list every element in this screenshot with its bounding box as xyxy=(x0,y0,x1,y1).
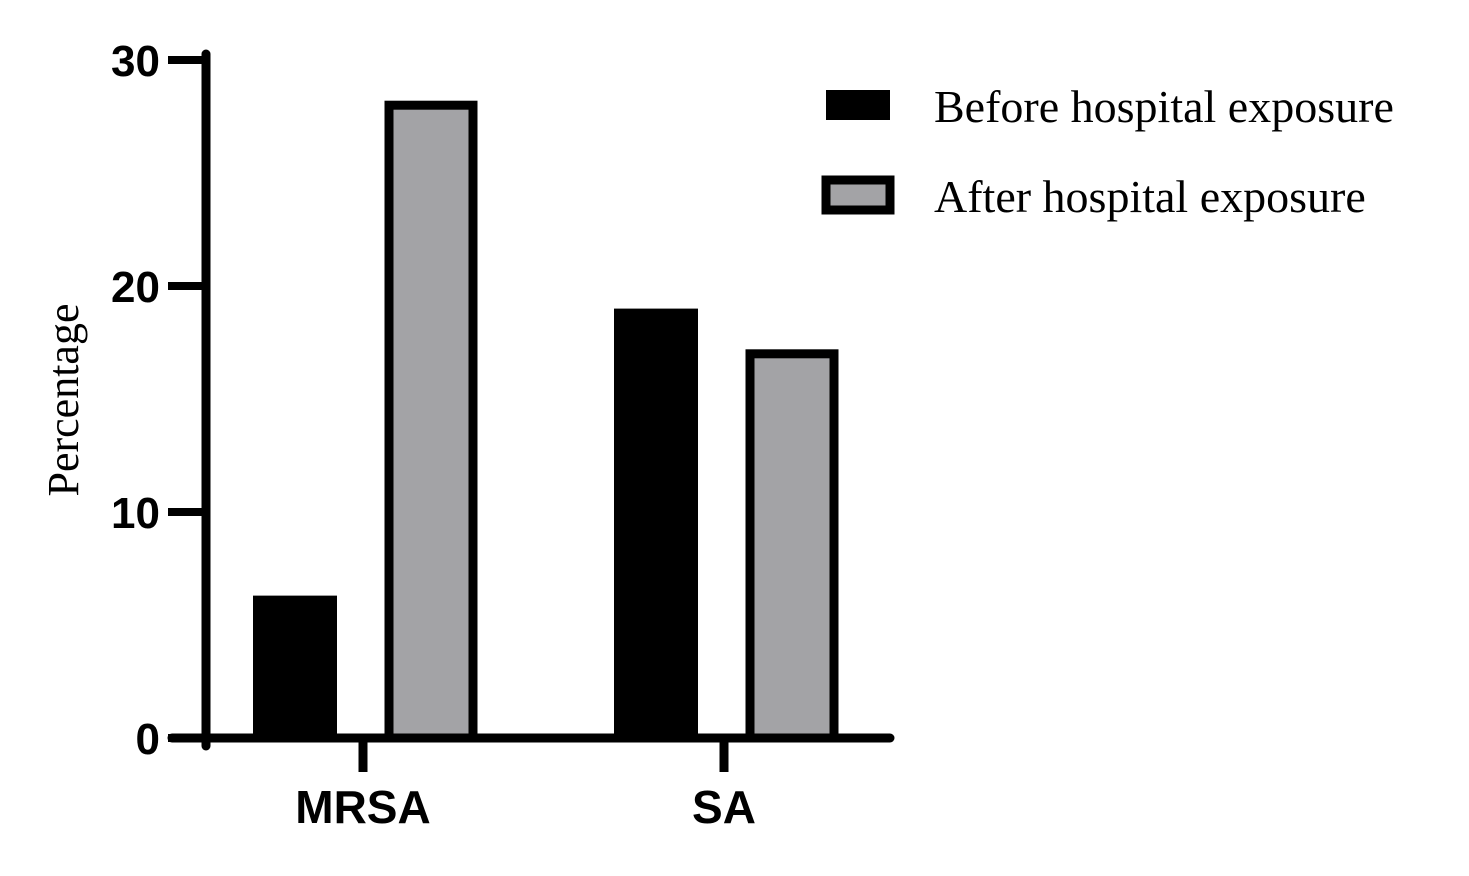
y-tick-label: 20 xyxy=(111,263,160,312)
x-tick-label: MRSA xyxy=(295,781,430,833)
bar-mrsa-after xyxy=(384,100,478,743)
legend-swatch-before xyxy=(826,90,890,120)
axes xyxy=(167,49,895,751)
y-tick-label: 10 xyxy=(111,489,160,538)
legend-label-before: Before hospital exposure xyxy=(934,81,1394,132)
bar-mrsa-before xyxy=(253,595,337,738)
bar-sa-after xyxy=(745,349,839,743)
y-tick-label: 0 xyxy=(136,715,160,764)
legend-swatch-after xyxy=(821,175,895,215)
legend-label-after: After hospital exposure xyxy=(934,171,1366,222)
y-tick-label: 30 xyxy=(111,37,160,86)
bars-layer xyxy=(253,100,839,743)
y-ticks: 0 10 20 30 xyxy=(111,37,206,764)
legend: Before hospital exposure After hospital e… xyxy=(821,81,1394,222)
bar-sa-before xyxy=(614,308,698,738)
x-tick-label: SA xyxy=(692,781,756,833)
y-axis-title: Percentage xyxy=(39,304,88,497)
x-ticks: MRSA SA xyxy=(295,738,756,833)
